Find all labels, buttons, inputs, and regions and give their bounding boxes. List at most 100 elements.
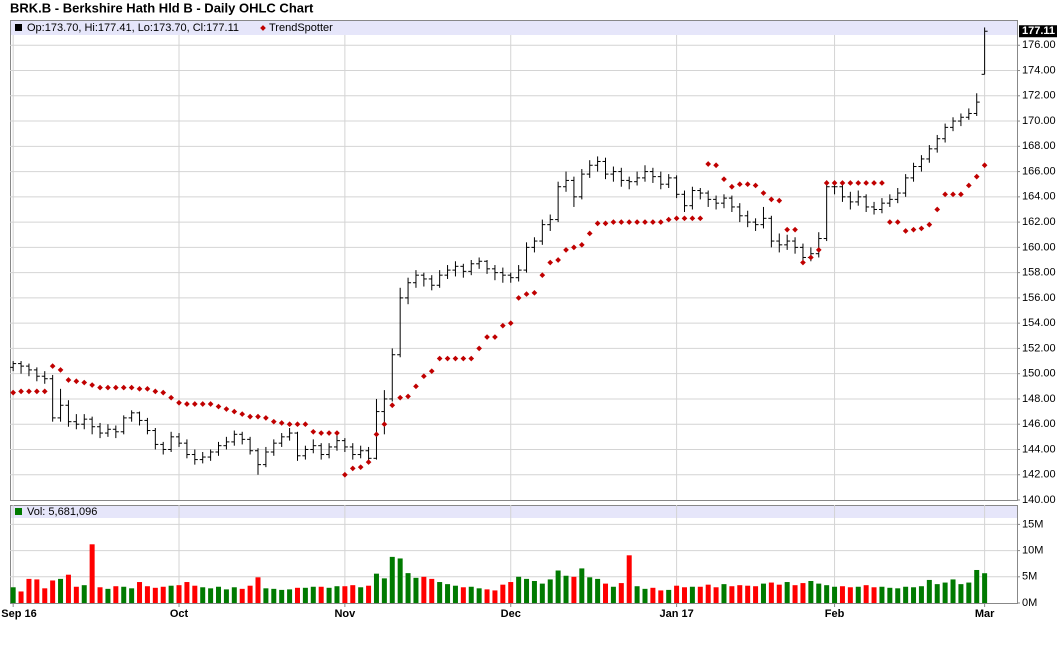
trend-dot	[815, 247, 822, 253]
trend-dot	[10, 389, 16, 396]
volume-bar	[903, 586, 909, 603]
trend-dot	[705, 161, 712, 167]
trend-dot	[421, 373, 427, 380]
volume-bar	[879, 586, 885, 603]
trend-dot	[349, 465, 356, 472]
volume-bar	[200, 587, 206, 603]
volume-bar	[192, 585, 198, 603]
trend-dot	[286, 421, 293, 428]
volume-bar	[397, 558, 403, 603]
trend-dot	[239, 411, 246, 417]
volume-bar	[73, 586, 79, 603]
volume-bar	[223, 589, 229, 603]
volume-bar	[753, 586, 759, 603]
trend-dot	[697, 215, 704, 222]
y-tick-label: 154.00	[1022, 317, 1056, 329]
trend-dot	[278, 420, 285, 426]
trend-dot	[942, 191, 948, 198]
trend-dot	[792, 226, 798, 233]
trend-dot	[444, 355, 451, 362]
trend-dot	[34, 388, 40, 395]
volume-bar	[697, 586, 703, 603]
trend-dot	[492, 334, 498, 340]
volume-bar	[824, 585, 830, 603]
volume-bar	[413, 577, 419, 603]
volume-bar	[492, 590, 498, 603]
volume-bar	[958, 584, 964, 603]
trend-dot	[586, 230, 593, 237]
y-tick-label: 158.00	[1022, 267, 1056, 279]
trend-dot	[184, 401, 190, 407]
legend-swatch	[15, 24, 22, 31]
volume-bar	[784, 582, 790, 603]
trend-dot	[673, 215, 680, 222]
legend-band	[10, 505, 1017, 518]
volume-bar	[18, 591, 24, 603]
trend-dot	[389, 402, 396, 409]
trend-dot	[626, 219, 633, 225]
x-tick-label: Feb	[825, 608, 845, 620]
trend-dot	[365, 459, 372, 465]
trend-dot	[555, 257, 561, 263]
volume-bar	[405, 573, 411, 603]
y-tick-label: 166.00	[1022, 165, 1056, 177]
volume-bar	[524, 578, 530, 603]
trend-dot	[413, 383, 419, 390]
volume-bar	[737, 585, 743, 603]
trend-dot	[26, 388, 32, 395]
y-tick-label: 168.00	[1022, 140, 1056, 152]
trend-dot	[823, 180, 830, 186]
trend-dot	[950, 191, 956, 198]
trend-dot	[808, 254, 814, 261]
trend-dot	[760, 190, 767, 196]
trend-dot	[302, 421, 309, 428]
y-tick-label: 150.00	[1022, 368, 1056, 380]
trend-dot	[981, 162, 988, 169]
trend-dot	[270, 418, 277, 425]
volume-bar	[650, 587, 656, 603]
volume-bar	[318, 586, 324, 603]
trend-dot	[128, 384, 135, 391]
volume-bar	[603, 583, 609, 603]
volume-bar	[855, 586, 861, 603]
trend-dot	[263, 415, 269, 421]
volume-bar	[10, 587, 16, 603]
volume-bar	[571, 576, 577, 603]
trend-dot	[800, 259, 806, 266]
trend-dot	[578, 242, 585, 248]
trend-dot	[310, 428, 317, 435]
volume-bar	[350, 585, 356, 603]
y-tick-label: 144.00	[1022, 443, 1056, 455]
volume-bar	[674, 585, 680, 603]
trend-dot	[650, 219, 656, 225]
y-tick-label: 5M	[1022, 571, 1037, 583]
trend-dot	[397, 394, 403, 401]
volume-bar	[895, 588, 901, 603]
volume-bar	[863, 585, 869, 603]
trend-dot	[65, 377, 72, 383]
trend-dot	[729, 183, 735, 190]
volume-bar	[445, 584, 451, 603]
volume-bar	[768, 582, 774, 603]
trend-dot	[863, 180, 869, 186]
volume-bar	[887, 587, 893, 603]
trend-dot	[902, 228, 909, 234]
y-tick-label: 162.00	[1022, 216, 1056, 228]
x-tick-label: Dec	[501, 608, 521, 620]
y-tick-label: 160.00	[1022, 241, 1056, 253]
volume-bar	[429, 578, 435, 603]
trend-dot	[168, 394, 174, 401]
trend-dot	[784, 226, 790, 233]
y-tick-label: 140.00	[1022, 494, 1056, 506]
trend-dot	[926, 221, 933, 228]
volume-bar	[168, 585, 174, 603]
legend-label: Op:173.70, Hi:177.41, Lo:173.70, Cl:177.…	[27, 22, 239, 34]
volume-bar	[705, 584, 711, 603]
price-panel	[10, 20, 1018, 501]
volume-bar	[666, 589, 672, 603]
trend-dot	[57, 367, 64, 373]
volume-bar	[610, 586, 616, 603]
trend-dot	[326, 430, 332, 436]
volume-bar	[247, 585, 253, 603]
